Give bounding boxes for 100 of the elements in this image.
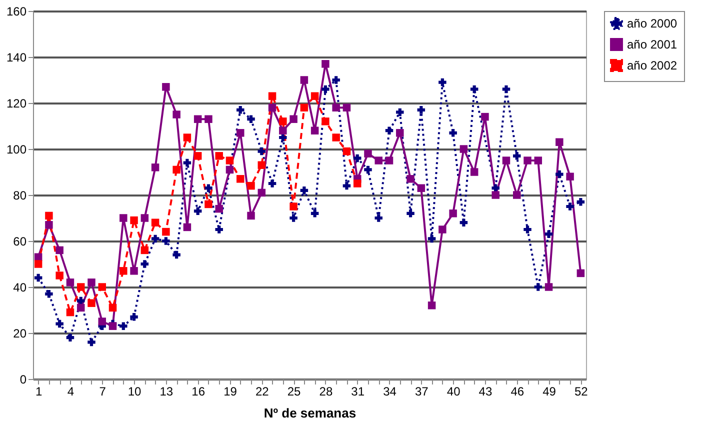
point: [194, 207, 202, 215]
point: [215, 204, 223, 213]
point: [45, 290, 53, 298]
point: [226, 166, 234, 174]
point: [76, 304, 85, 312]
y-tick-label: 80: [13, 188, 27, 202]
point: [76, 283, 85, 291]
point: [300, 76, 308, 84]
point: [492, 184, 500, 192]
point: [247, 115, 255, 123]
point: [544, 283, 553, 291]
point: [183, 134, 192, 142]
x-tick-label: 16: [192, 384, 206, 398]
point: [183, 158, 192, 167]
point: [513, 152, 521, 160]
point: [76, 296, 85, 305]
point: [417, 184, 426, 192]
x-tick-label: 10: [128, 384, 142, 398]
y-tick-label: 120: [6, 96, 27, 110]
point: [322, 60, 330, 68]
point: [204, 115, 212, 123]
point: [322, 85, 330, 94]
point: [236, 175, 244, 183]
point: [45, 221, 53, 229]
point: [290, 202, 298, 210]
point: [385, 126, 394, 134]
point: [120, 267, 128, 275]
point: [310, 92, 319, 100]
point: [130, 313, 138, 321]
point: [310, 210, 319, 218]
point: [428, 302, 436, 310]
point: [140, 214, 149, 222]
point: [290, 115, 298, 123]
y-tick-label: 0: [20, 372, 27, 386]
point: [247, 212, 255, 220]
point: [438, 78, 446, 86]
x-tick-label: 25: [287, 384, 302, 398]
point: [342, 147, 351, 156]
point: [406, 210, 414, 218]
point: [364, 166, 372, 174]
point: [332, 76, 340, 84]
point: [374, 214, 382, 222]
point: [258, 147, 266, 156]
point: [300, 186, 308, 194]
point: [438, 226, 446, 234]
legend-label: año 2001: [627, 38, 678, 52]
point: [396, 129, 404, 137]
point: [449, 210, 457, 218]
point: [88, 278, 96, 286]
y-tick-label: 140: [6, 50, 27, 64]
point: [428, 234, 436, 243]
point: [34, 274, 42, 282]
point: [524, 226, 532, 234]
point: [226, 156, 234, 164]
x-axis-title: Nº de semanas: [264, 406, 356, 420]
point: [215, 152, 223, 160]
legend-label: año 2002: [627, 58, 678, 72]
y-tick-label: 20: [13, 326, 27, 340]
point: [66, 308, 74, 316]
point: [88, 299, 96, 307]
y-tick-label: 40: [13, 280, 27, 294]
point: [247, 182, 255, 190]
point: [460, 145, 468, 153]
x-tick-label: 4: [67, 384, 74, 398]
point: [172, 166, 180, 174]
point: [300, 104, 308, 112]
point: [534, 156, 542, 164]
point: [364, 150, 372, 158]
point: [576, 198, 585, 206]
point: [566, 202, 574, 210]
y-tick-label: 160: [6, 4, 27, 18]
point: [236, 129, 244, 137]
point: [215, 226, 223, 234]
point: [417, 106, 426, 114]
point: [162, 83, 170, 91]
x-tick-label: 34: [383, 384, 397, 398]
y-tick-label: 100: [6, 142, 27, 156]
point: [544, 230, 553, 238]
point: [204, 184, 212, 192]
point: [342, 182, 351, 190]
point: [98, 283, 106, 291]
x-tick-label: 22: [255, 384, 270, 398]
x-tick-label: 46: [510, 384, 524, 398]
point: [172, 110, 180, 118]
x-tick-label: 7: [99, 384, 106, 398]
point: [151, 164, 160, 172]
x-tick-label: 37: [414, 384, 429, 398]
point: [108, 322, 117, 330]
point: [396, 108, 404, 116]
point: [88, 338, 96, 346]
point: [268, 92, 276, 100]
x-tick-label: 40: [446, 384, 461, 398]
point: [268, 180, 276, 188]
point: [140, 246, 149, 254]
point: [406, 175, 414, 183]
point: [513, 191, 521, 199]
point: [236, 106, 244, 114]
point: [66, 334, 74, 342]
point: [502, 85, 510, 94]
legend-label: año 2000: [627, 16, 678, 30]
